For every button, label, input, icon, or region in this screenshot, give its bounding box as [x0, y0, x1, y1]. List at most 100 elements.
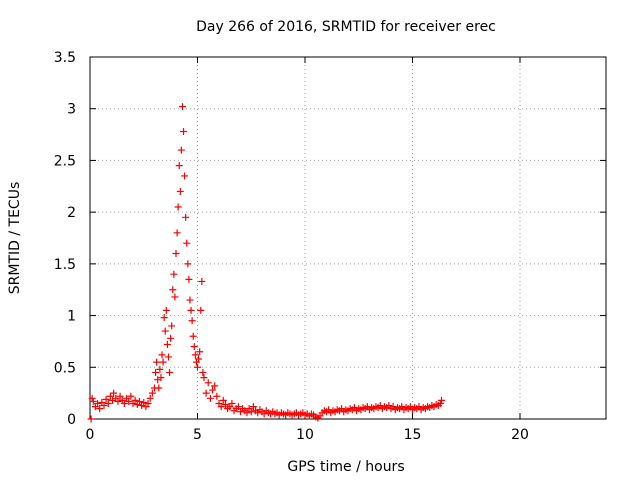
data-point	[127, 392, 135, 400]
data-point	[228, 399, 236, 407]
y-tick-label: 1	[67, 309, 76, 325]
data-points	[87, 103, 446, 423]
data-point	[187, 306, 195, 314]
data-point	[185, 275, 193, 283]
data-point	[186, 296, 194, 304]
data-point	[436, 399, 444, 407]
y-tick-label: 0.5	[54, 360, 76, 376]
data-point	[159, 358, 167, 366]
data-point	[155, 384, 163, 392]
x-axis-label: GPS time / hours	[287, 459, 404, 475]
data-point	[161, 327, 169, 335]
data-point	[190, 343, 198, 351]
data-point	[191, 351, 199, 359]
data-point	[174, 203, 182, 211]
data-point	[194, 363, 201, 371]
data-point	[160, 314, 168, 322]
data-point	[195, 355, 203, 363]
data-point	[173, 229, 181, 237]
data-point	[247, 408, 255, 416]
data-point	[171, 293, 179, 301]
x-tick-label: 15	[404, 427, 422, 443]
data-point	[243, 409, 251, 417]
data-point	[221, 401, 229, 409]
data-point	[176, 187, 184, 195]
data-point	[144, 399, 152, 407]
data-point	[100, 402, 108, 410]
data-point	[152, 368, 160, 376]
data-point	[89, 397, 97, 405]
data-point	[170, 270, 178, 278]
y-tick-label: 0	[67, 412, 76, 428]
data-point	[219, 396, 227, 404]
data-point	[125, 397, 133, 405]
data-point	[106, 392, 114, 400]
data-point	[202, 389, 210, 397]
data-point	[157, 374, 165, 382]
data-point	[168, 322, 176, 330]
data-point	[110, 389, 118, 397]
x-tick-label: 5	[193, 427, 202, 443]
data-point	[184, 260, 192, 268]
y-tick-label: 3.5	[54, 50, 76, 66]
data-point	[188, 317, 196, 325]
data-point	[158, 351, 166, 359]
data-point	[175, 162, 183, 170]
data-point	[217, 403, 225, 411]
data-point	[169, 286, 177, 294]
data-point	[88, 394, 96, 402]
data-point	[156, 365, 164, 373]
x-tick-label: 10	[296, 427, 314, 443]
chart-title: Day 266 of 2016, SRMTID for receiver ere…	[196, 19, 496, 35]
grid-lines	[90, 57, 606, 419]
axis-ticks	[89, 56, 606, 420]
data-point	[200, 374, 208, 382]
data-point	[87, 415, 95, 423]
data-point	[182, 213, 190, 221]
data-point	[164, 353, 172, 361]
data-point	[94, 399, 102, 407]
data-point	[199, 368, 207, 376]
y-tick-labels: 0 0.5 1 1.5 2 2.5 3 3.5	[54, 50, 76, 428]
data-point	[120, 399, 128, 407]
data-point	[211, 382, 219, 390]
data-point	[178, 103, 186, 111]
y-tick-label: 1.5	[54, 257, 76, 273]
data-point	[163, 341, 171, 349]
y-tick-label: 2	[67, 205, 76, 221]
data-point	[153, 358, 161, 366]
data-point	[140, 398, 148, 406]
data-point	[96, 405, 104, 413]
data-point	[162, 306, 170, 314]
data-point	[198, 277, 206, 285]
y-tick-label: 2.5	[54, 153, 76, 169]
data-point	[166, 368, 174, 376]
data-point	[177, 146, 185, 154]
y-tick-label: 3	[67, 102, 76, 118]
data-point	[438, 396, 446, 404]
data-point	[102, 395, 110, 403]
x-tick-label: 0	[86, 427, 95, 443]
data-point	[234, 403, 242, 411]
data-point	[146, 394, 154, 402]
data-point	[181, 172, 189, 180]
data-point	[189, 332, 197, 340]
data-point	[197, 306, 205, 314]
y-axis-label: SRMTID / TECUs	[7, 182, 23, 295]
data-point	[116, 392, 124, 400]
plot-frame	[89, 56, 607, 420]
data-point	[131, 396, 139, 404]
data-point	[167, 334, 175, 342]
data-point	[204, 379, 212, 387]
data-point	[104, 399, 112, 407]
data-point	[172, 250, 180, 258]
data-point	[114, 397, 122, 405]
data-point	[249, 403, 257, 411]
data-point	[135, 397, 143, 405]
data-point	[180, 127, 188, 135]
data-point	[206, 394, 214, 402]
data-point	[183, 239, 191, 247]
data-point	[213, 392, 221, 400]
data-point	[196, 348, 204, 356]
